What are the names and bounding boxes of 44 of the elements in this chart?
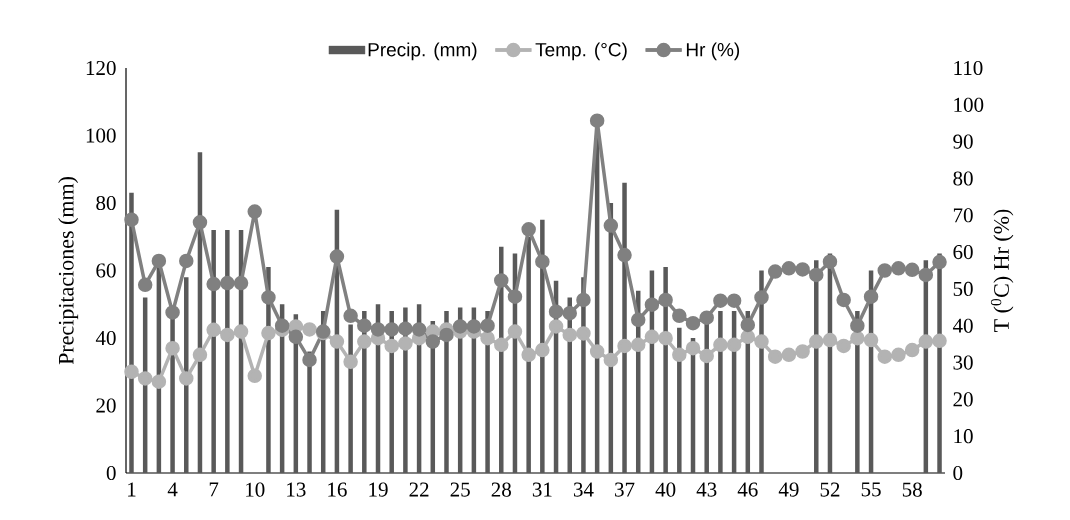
x-tick-label: 25 bbox=[450, 482, 470, 497]
x-tick-label: 7 bbox=[209, 482, 219, 497]
y2-tick-label: 110 bbox=[954, 60, 983, 76]
x-tick-label: 4 bbox=[167, 482, 178, 497]
x-tick-label: 40 bbox=[655, 482, 676, 497]
legend-label: Hr (%) bbox=[686, 42, 740, 61]
y2-tick-label: 100 bbox=[954, 97, 984, 112]
x-tick-label: 43 bbox=[696, 482, 717, 497]
x-tick-label: 34 bbox=[573, 482, 594, 497]
x-tick-label: 16 bbox=[328, 482, 347, 497]
y-tick-label: 100 bbox=[86, 128, 116, 143]
x-tick-label: 58 bbox=[902, 482, 922, 497]
legend-label: Temp. (°C) bbox=[535, 42, 627, 61]
x-tick-label: 28 bbox=[491, 482, 511, 497]
x-tick-label: 31 bbox=[532, 482, 552, 497]
y2-tick-label: 60 bbox=[953, 245, 973, 260]
y-tick-label: 20 bbox=[96, 398, 116, 413]
legend-label: Precip. (mm) bbox=[368, 42, 477, 61]
y2-tick-label: 20 bbox=[953, 392, 973, 407]
x-tick-label: 13 bbox=[287, 482, 306, 497]
x-tick-label: 55 bbox=[861, 482, 881, 497]
y2-tick-label: 50 bbox=[953, 281, 973, 296]
y-tick-label: 120 bbox=[86, 60, 116, 76]
x-tick-label: 1 bbox=[128, 482, 136, 497]
x-tick-label: 46 bbox=[737, 482, 758, 497]
x-tick-label: 19 bbox=[369, 482, 388, 497]
y-tick-label: 60 bbox=[96, 263, 116, 278]
x-tick-label: 10 bbox=[246, 482, 265, 497]
y2-axis-title: T ($^{0}$C) Hr (%) bbox=[990, 209, 1014, 332]
y2-tick-label: 80 bbox=[953, 171, 973, 186]
x-tick-label: 52 bbox=[820, 482, 840, 497]
y2-tick-label: 90 bbox=[953, 134, 973, 149]
y-tick-label: 80 bbox=[96, 195, 116, 211]
x-tick-label: 22 bbox=[409, 482, 429, 497]
y2-tick-label: 30 bbox=[953, 355, 973, 370]
y-tick-label: 40 bbox=[95, 330, 116, 346]
y2-tick-label: 10 bbox=[954, 429, 973, 444]
x-tick-label: 49 bbox=[778, 482, 799, 497]
y-tick-label: 0 bbox=[106, 465, 116, 481]
y2-tick-label: 0 bbox=[953, 465, 963, 481]
y2-tick-label: 70 bbox=[953, 208, 973, 223]
x-tick-label: 37 bbox=[615, 482, 635, 497]
y-axis-title: Precipitaciones (mm) bbox=[58, 177, 79, 365]
y2-tick-label: 40 bbox=[952, 318, 973, 333]
